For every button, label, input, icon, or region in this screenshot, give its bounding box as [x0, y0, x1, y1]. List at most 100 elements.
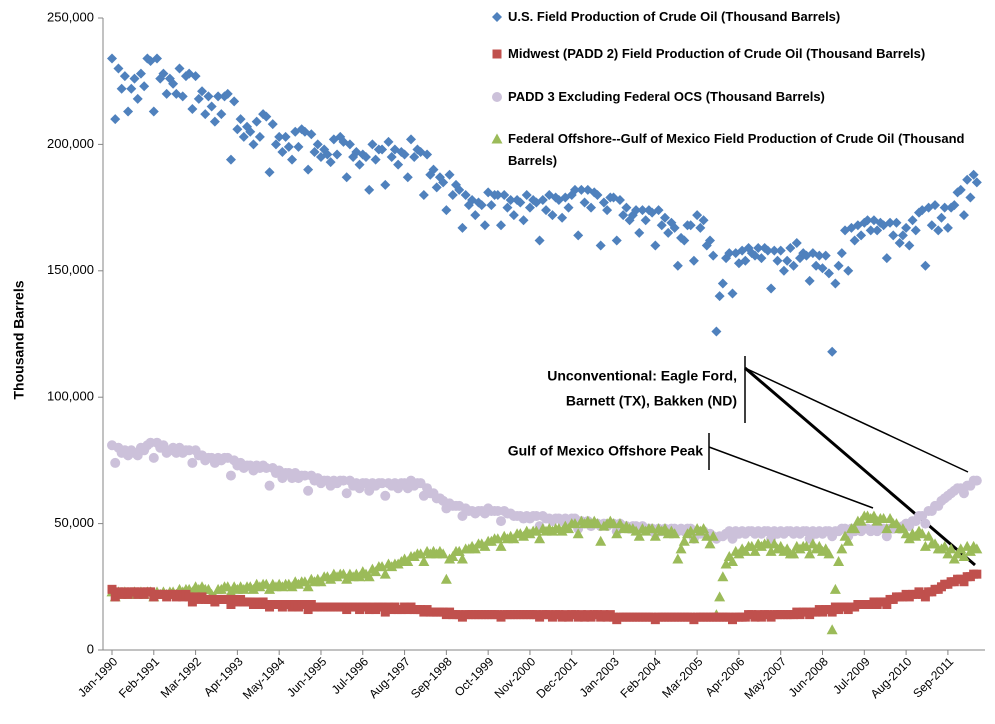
- point: [245, 126, 256, 137]
- point: [653, 205, 664, 216]
- point: [264, 167, 275, 178]
- point: [344, 139, 355, 150]
- point: [766, 283, 777, 294]
- point: [415, 548, 427, 559]
- point: [945, 543, 957, 554]
- point: [579, 197, 590, 208]
- point: [547, 210, 558, 221]
- point: [727, 288, 738, 299]
- point: [380, 490, 391, 501]
- point: [152, 53, 163, 64]
- point: [903, 533, 915, 544]
- annotation-text: Barnett (TX), Bakken (ND): [566, 393, 737, 409]
- point: [678, 535, 690, 546]
- x-tick-label: Jun-1995: [284, 654, 330, 700]
- point: [393, 159, 404, 170]
- point: [910, 225, 921, 236]
- point: [698, 523, 710, 534]
- point: [270, 139, 281, 150]
- point: [891, 217, 902, 228]
- point: [778, 265, 789, 276]
- point: [254, 131, 265, 142]
- point: [711, 326, 722, 337]
- point: [496, 220, 507, 231]
- point: [965, 192, 976, 203]
- point: [360, 152, 371, 163]
- point: [591, 518, 603, 529]
- point: [418, 556, 430, 567]
- point: [187, 104, 198, 115]
- point: [572, 528, 584, 539]
- point: [203, 91, 214, 102]
- point: [782, 255, 793, 266]
- point: [229, 96, 240, 107]
- point: [958, 210, 969, 221]
- point: [923, 530, 935, 541]
- point: [881, 531, 892, 542]
- x-tick-label: Aug-2010: [868, 654, 915, 701]
- point: [862, 215, 873, 226]
- x-tick-label: Jul-1996: [329, 654, 372, 697]
- point: [598, 197, 609, 208]
- point: [962, 174, 973, 185]
- point: [971, 543, 983, 554]
- point: [958, 488, 969, 499]
- x-tick-label: Oct-1999: [452, 654, 497, 699]
- point: [306, 129, 317, 140]
- point: [872, 225, 883, 236]
- point: [437, 548, 449, 559]
- point: [717, 571, 729, 582]
- point: [920, 518, 931, 529]
- point: [788, 260, 799, 271]
- point: [431, 182, 442, 193]
- point: [379, 568, 391, 579]
- point: [428, 164, 439, 175]
- point: [479, 540, 491, 551]
- point: [955, 543, 967, 554]
- point: [843, 265, 854, 276]
- point: [261, 111, 272, 122]
- x-tick-label: Jan-1990: [75, 654, 121, 700]
- point: [148, 106, 159, 117]
- point: [469, 543, 481, 554]
- point: [444, 169, 455, 180]
- x-tick-label: Nov-2000: [492, 654, 539, 701]
- point: [919, 540, 931, 551]
- point: [280, 131, 291, 142]
- point: [453, 545, 465, 556]
- point: [479, 220, 490, 231]
- point: [225, 470, 236, 481]
- y-tick-label: 200,000: [47, 136, 94, 151]
- point: [563, 523, 575, 534]
- point: [685, 525, 697, 536]
- point: [936, 212, 947, 223]
- x-tick-label: May-2007: [741, 654, 789, 702]
- point: [370, 154, 381, 165]
- point: [849, 523, 861, 534]
- point: [277, 146, 288, 157]
- y-axis-label: Thousand Barrels: [11, 280, 27, 399]
- point: [515, 197, 526, 208]
- point: [534, 533, 546, 544]
- point: [476, 200, 487, 211]
- point: [611, 235, 622, 246]
- x-tick-label: Feb-1991: [116, 654, 162, 700]
- point: [247, 583, 259, 594]
- point: [708, 250, 719, 261]
- point: [656, 220, 667, 231]
- point: [251, 116, 262, 127]
- point: [116, 83, 127, 94]
- point: [508, 533, 520, 544]
- point: [930, 200, 941, 211]
- point: [856, 230, 867, 241]
- y-tick-label: 250,000: [47, 9, 94, 24]
- point: [200, 109, 211, 120]
- point: [409, 152, 420, 163]
- point: [739, 545, 751, 556]
- point: [968, 169, 979, 180]
- point: [704, 538, 716, 549]
- point: [222, 88, 233, 99]
- point: [949, 200, 960, 211]
- legend-label: U.S. Field Production of Crude Oil (Thou…: [508, 9, 841, 24]
- point: [537, 195, 548, 206]
